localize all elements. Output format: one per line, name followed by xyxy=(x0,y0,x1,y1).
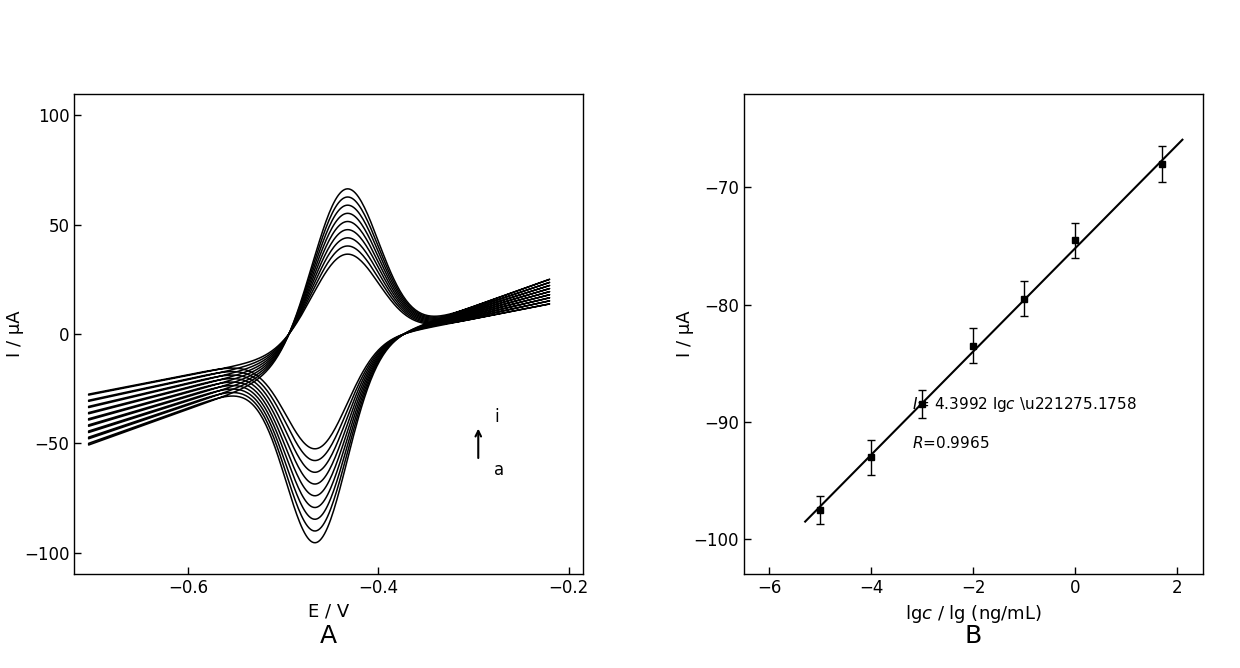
Text: B: B xyxy=(965,624,982,648)
Y-axis label: I / μA: I / μA xyxy=(676,311,693,357)
X-axis label: E / V: E / V xyxy=(308,603,350,621)
Y-axis label: I / μA: I / μA xyxy=(6,311,24,357)
Text: A: A xyxy=(320,624,337,648)
Text: i: i xyxy=(495,408,498,426)
Text: $I$= 4.3992 lg$c$ \u221275.1758: $I$= 4.3992 lg$c$ \u221275.1758 xyxy=(913,395,1137,414)
Text: a: a xyxy=(495,460,505,478)
Text: $R$=0.9965: $R$=0.9965 xyxy=(913,435,990,451)
X-axis label: lg$c$ / lg (ng/mL): lg$c$ / lg (ng/mL) xyxy=(905,603,1042,625)
